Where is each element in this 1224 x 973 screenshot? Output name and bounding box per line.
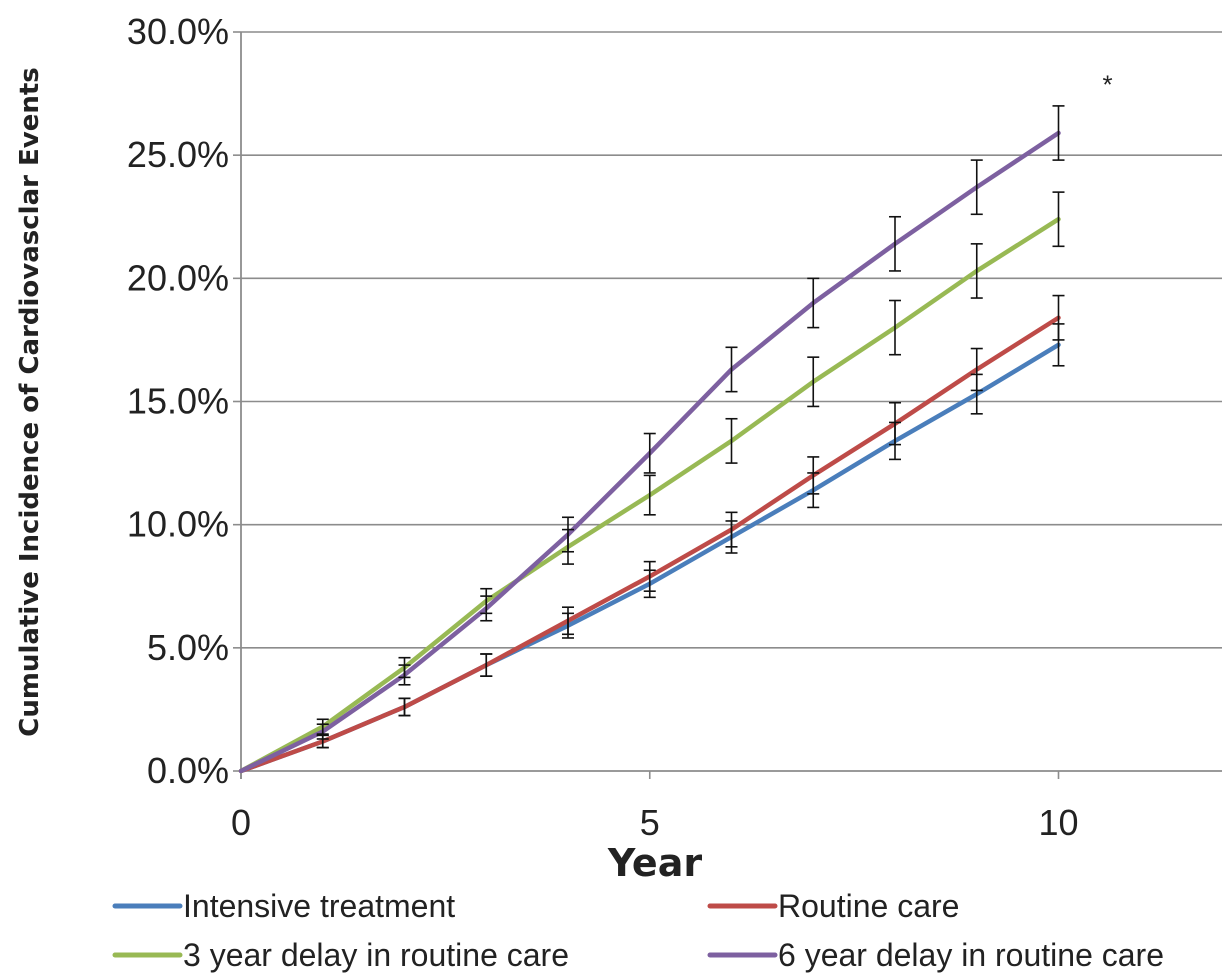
error-bar bbox=[316, 723, 329, 740]
error-bar bbox=[725, 511, 738, 548]
error-bar bbox=[643, 560, 656, 592]
error-bar bbox=[1052, 294, 1065, 341]
legend: Intensive treatment Routine care 3 year de… bbox=[112, 888, 1164, 973]
error-bar bbox=[807, 456, 820, 495]
error-bar bbox=[970, 347, 983, 392]
x-tick-label: 0 bbox=[231, 802, 251, 843]
y-axis-label: Cumulative Incidence of Cardiovasclar Ev… bbox=[15, 67, 45, 737]
error-bar bbox=[562, 606, 574, 636]
annotations: * bbox=[1102, 70, 1112, 100]
error-bar bbox=[725, 346, 738, 393]
axes bbox=[233, 31, 1222, 779]
significance-annotation: * bbox=[1102, 70, 1112, 100]
y-tick-labels: 0.0% 5.0% 10.0% 15.0% 20.0% 25.0% 30.0% bbox=[127, 11, 229, 791]
error-bar bbox=[807, 356, 820, 408]
error-bar bbox=[889, 401, 901, 446]
x-tick-label: 5 bbox=[640, 802, 660, 843]
legend-item: Routine care bbox=[707, 888, 959, 924]
legend-item: 3 year delay in routine care bbox=[112, 937, 569, 973]
legend-label: Intensive treatment bbox=[183, 888, 455, 924]
error-bar bbox=[562, 516, 574, 553]
grid-lines bbox=[241, 31, 1222, 649]
y-tick-label: 0.0% bbox=[147, 750, 229, 791]
x-tick-label: 10 bbox=[1038, 802, 1078, 843]
error-bar bbox=[398, 697, 411, 717]
error-bars bbox=[316, 105, 1065, 749]
error-bar bbox=[725, 417, 738, 464]
error-bar bbox=[1052, 191, 1065, 248]
y-tick-label: 10.0% bbox=[127, 504, 229, 545]
error-bar bbox=[398, 664, 411, 686]
error-bar bbox=[643, 474, 656, 516]
legend-label: 6 year delay in routine care bbox=[778, 937, 1164, 973]
error-bar bbox=[807, 277, 820, 329]
y-tick-label: 15.0% bbox=[127, 381, 229, 422]
error-bar bbox=[970, 243, 983, 299]
y-tick-label: 25.0% bbox=[127, 134, 229, 175]
error-bar bbox=[970, 159, 983, 216]
series-line-1 bbox=[238, 342, 1061, 774]
x-tick-labels: 0 5 10 bbox=[231, 802, 1079, 843]
error-bar bbox=[889, 299, 901, 356]
error-bar bbox=[1052, 105, 1065, 161]
y-tick-label: 5.0% bbox=[147, 627, 229, 668]
y-tick-label: 20.0% bbox=[127, 257, 229, 298]
legend-label: 3 year delay in routine care bbox=[183, 937, 569, 973]
legend-label: Routine care bbox=[778, 888, 959, 924]
error-bar bbox=[889, 215, 901, 272]
error-bar bbox=[643, 432, 656, 474]
legend-item: Intensive treatment bbox=[112, 888, 455, 924]
error-bar bbox=[480, 595, 493, 622]
error-bar bbox=[480, 653, 493, 677]
y-tick-label: 30.0% bbox=[127, 11, 229, 52]
x-axis-label: Year bbox=[607, 841, 702, 885]
legend-item: 6 year delay in routine care bbox=[707, 937, 1164, 973]
